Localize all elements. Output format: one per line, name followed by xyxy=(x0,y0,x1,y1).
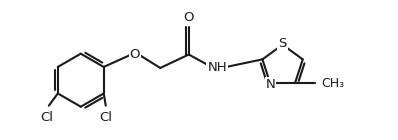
Text: N: N xyxy=(265,78,275,91)
Text: O: O xyxy=(130,48,140,61)
Text: O: O xyxy=(183,11,194,24)
Text: NH: NH xyxy=(207,61,227,74)
Text: S: S xyxy=(278,37,287,50)
Text: Cl: Cl xyxy=(99,111,112,124)
Text: CH₃: CH₃ xyxy=(321,77,344,90)
Text: Cl: Cl xyxy=(40,111,53,124)
